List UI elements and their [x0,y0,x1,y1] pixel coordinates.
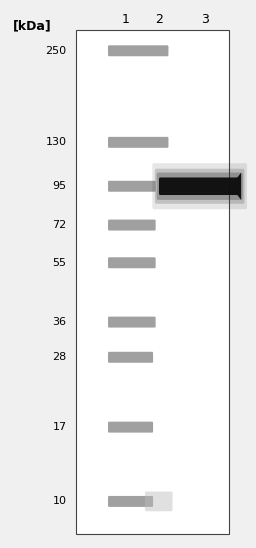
FancyBboxPatch shape [108,352,153,363]
FancyBboxPatch shape [108,45,168,56]
Text: 10: 10 [52,496,67,506]
FancyBboxPatch shape [159,178,240,195]
FancyBboxPatch shape [108,137,168,148]
FancyBboxPatch shape [108,496,153,507]
Text: 95: 95 [52,181,67,191]
FancyBboxPatch shape [108,421,153,432]
FancyBboxPatch shape [145,492,173,511]
FancyBboxPatch shape [155,169,244,204]
Text: [kDa]: [kDa] [13,19,51,32]
FancyBboxPatch shape [157,173,243,200]
Polygon shape [230,173,241,200]
Text: 17: 17 [52,422,67,432]
Text: 130: 130 [46,138,67,147]
Text: 36: 36 [52,317,67,327]
Text: 3: 3 [201,13,209,26]
FancyBboxPatch shape [108,317,156,328]
Text: 28: 28 [52,352,67,362]
Bar [76,30,229,534]
Text: 72: 72 [52,220,67,230]
FancyBboxPatch shape [152,163,247,209]
Text: 1: 1 [122,13,129,26]
Text: 2: 2 [155,13,163,26]
Text: 250: 250 [45,46,67,56]
FancyBboxPatch shape [108,257,156,268]
FancyBboxPatch shape [108,220,156,231]
FancyBboxPatch shape [108,181,156,192]
Text: 55: 55 [52,258,67,268]
